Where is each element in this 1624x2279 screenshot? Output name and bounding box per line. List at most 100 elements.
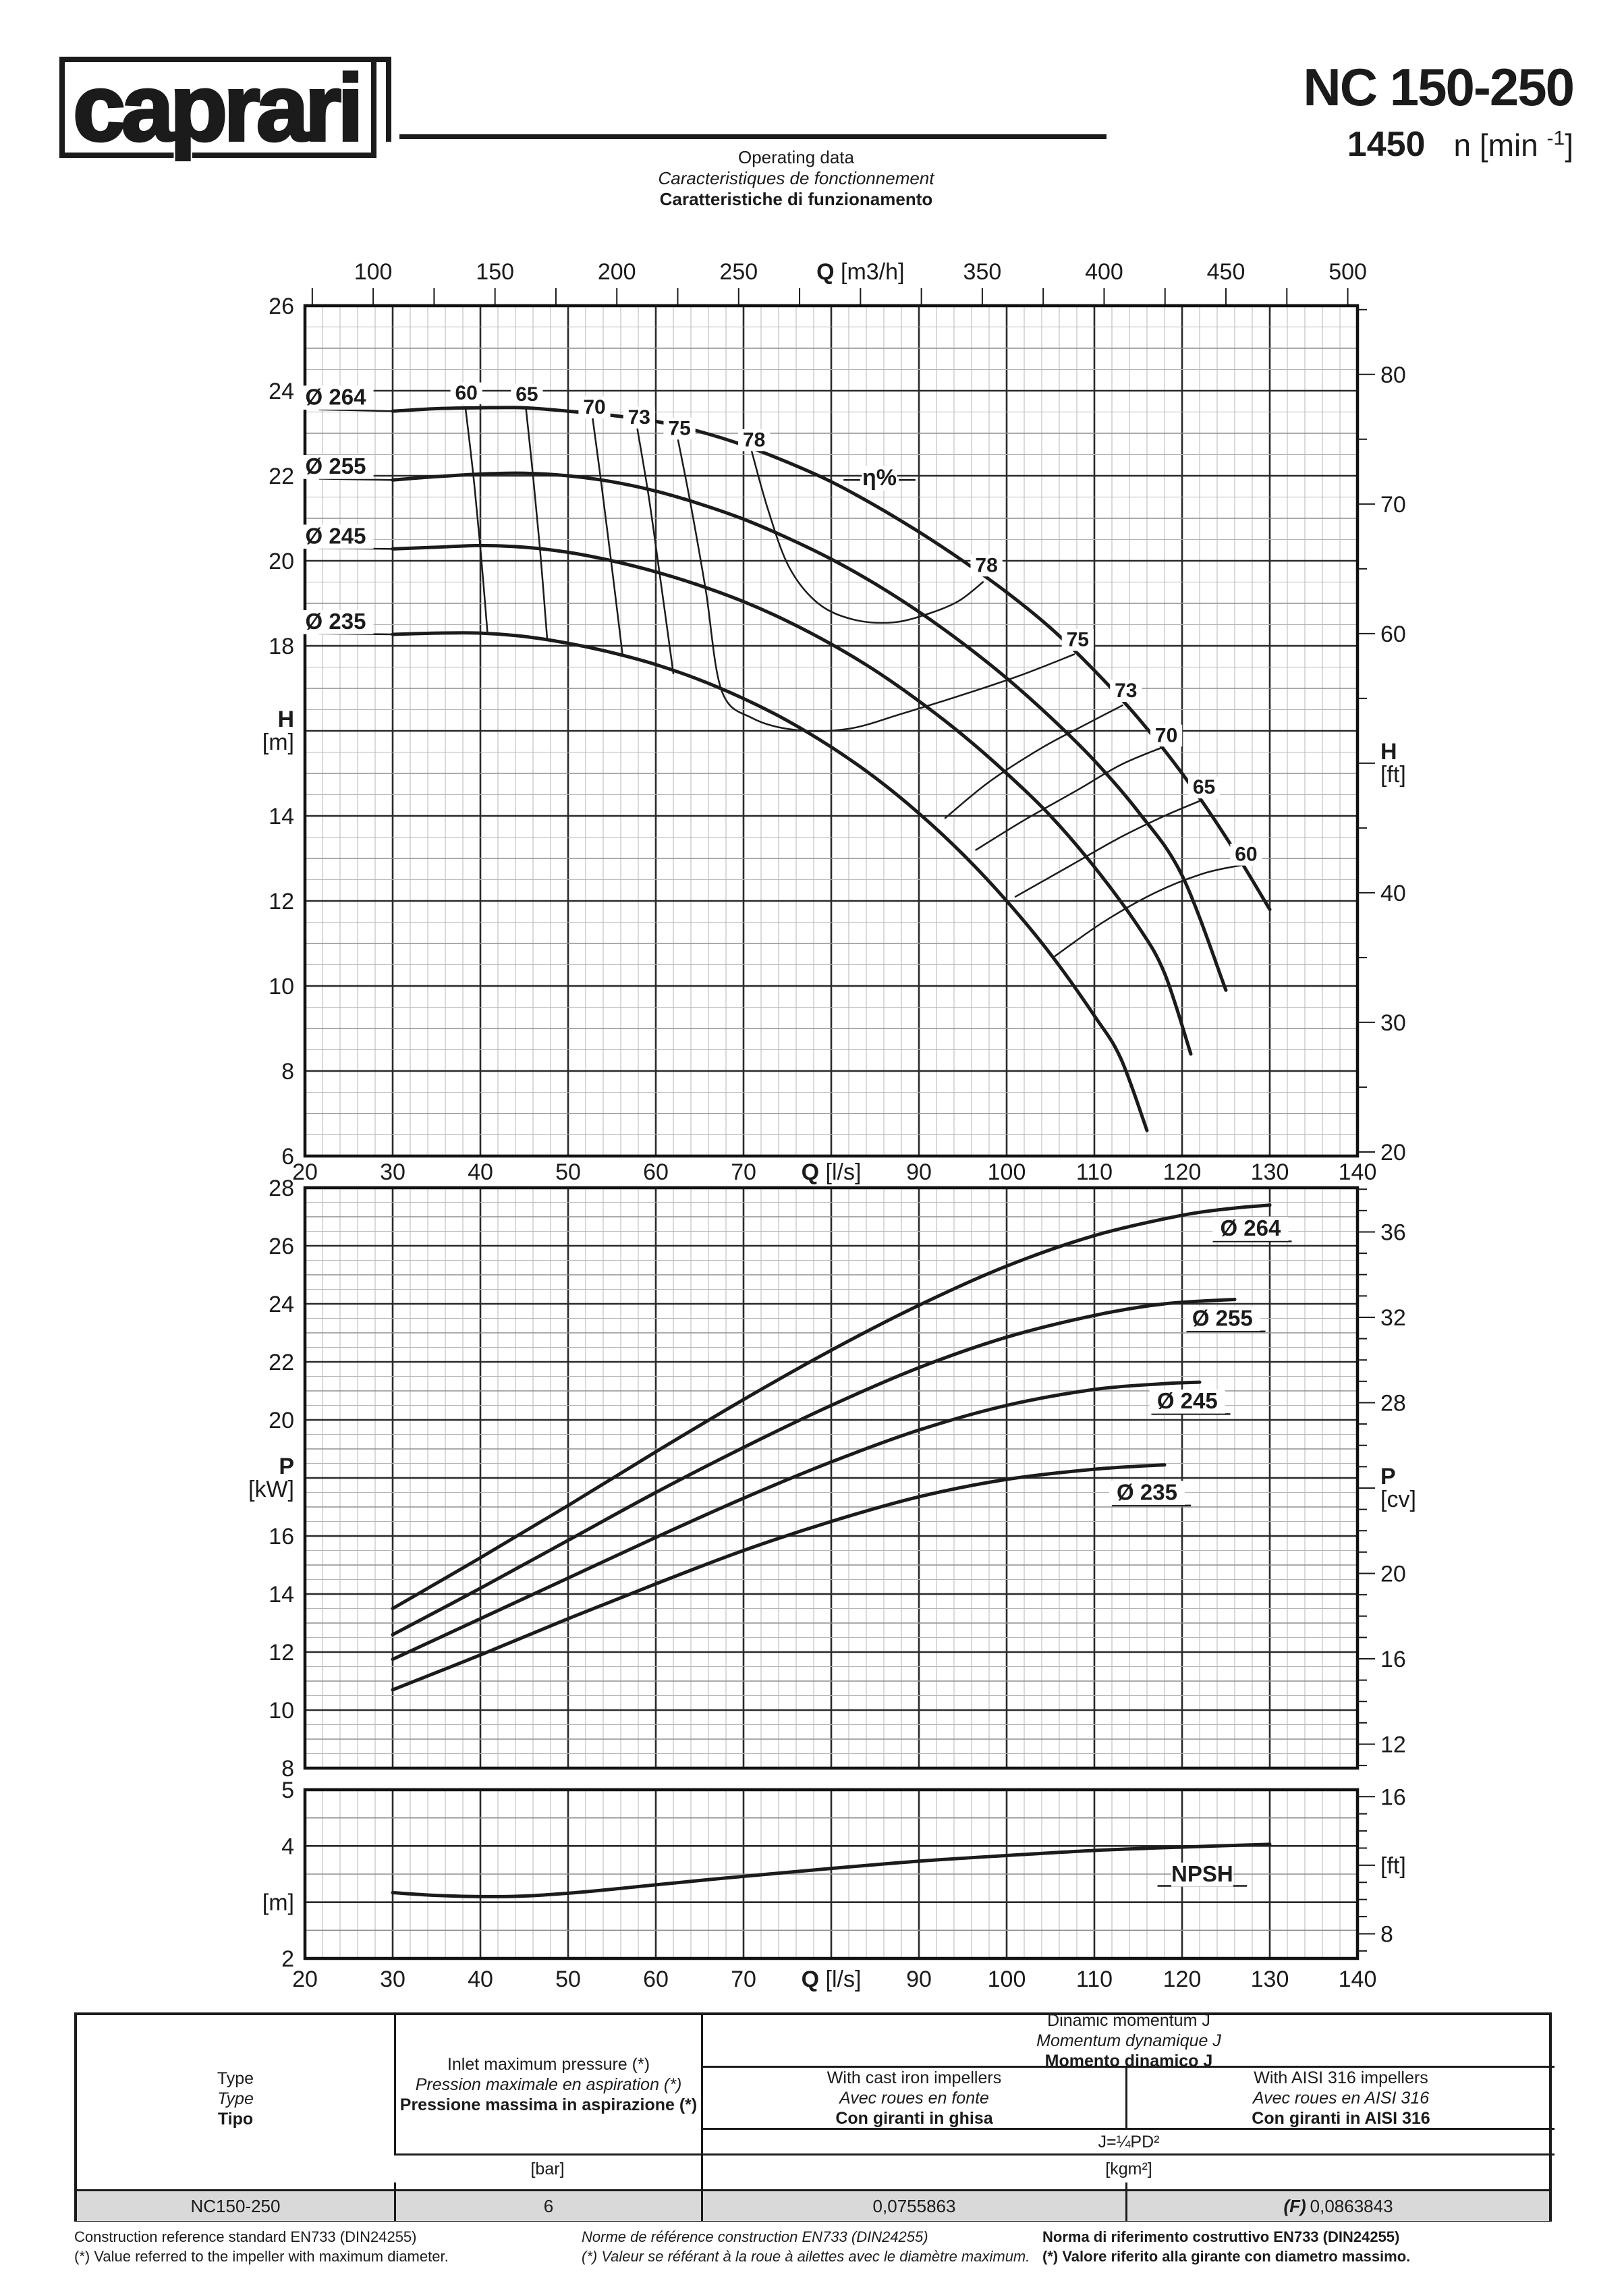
- power-right-tick-label: 32: [1380, 1305, 1406, 1331]
- efficiency-line-70: [975, 746, 1163, 851]
- head-curve-264: [391, 406, 1272, 912]
- head-y-tick-label: 20: [269, 549, 294, 574]
- efficiency-line-73: [636, 428, 675, 675]
- curve-label-235: Ø 235: [306, 609, 366, 634]
- power-y-tick-label: 8: [281, 1756, 294, 1782]
- head-y-tick-label: 26: [269, 294, 294, 319]
- head-right-tick-label: 40: [1380, 881, 1406, 906]
- q-tick-label: 120: [1163, 1159, 1202, 1185]
- head-right-unit: H: [1380, 739, 1397, 765]
- power-right-unit: P: [1380, 1464, 1396, 1489]
- head-y-unit: [m]: [262, 730, 294, 755]
- label-backdrop: [1109, 1481, 1185, 1506]
- efficiency-label-75: 75: [668, 417, 690, 439]
- head-curve-245: [391, 543, 1193, 1056]
- efficiency-label-60: 60: [1235, 844, 1257, 866]
- bar-unit-cell: [bar]: [530, 2160, 565, 2178]
- power-right-unit: [cv]: [1380, 1487, 1416, 1512]
- momentum-formula-cell: J=¼PD²: [701, 2130, 1555, 2153]
- m3h-tick-label: 200: [598, 259, 636, 285]
- q-tick-label: 100: [988, 1159, 1026, 1185]
- inlet-pressure-value: 6: [394, 2191, 701, 2221]
- label-backdrop: [1171, 1862, 1233, 1887]
- npsh-y-tick-label: 2: [281, 1946, 294, 1972]
- label-backdrop: [623, 406, 655, 429]
- q-tick-label: 30: [380, 1967, 405, 1992]
- footnote-fr: Norme de référence construction EN733 (D…: [582, 2228, 1030, 2265]
- power-curve-264: [391, 1203, 1272, 1610]
- power-y-tick-label: 24: [269, 1292, 294, 1317]
- efficiency-line-60: [1054, 864, 1245, 958]
- power-curve-235: [391, 1463, 1167, 1692]
- head-y-tick-label: 14: [269, 804, 294, 829]
- efficiency-label-60: 60: [455, 382, 478, 404]
- power-y-tick-label: 10: [269, 1698, 294, 1724]
- power-y-tick-label: 28: [269, 1176, 294, 1201]
- caprari-logo-text: caprari: [72, 55, 365, 161]
- curve-label-245: Ø 245: [1157, 1388, 1218, 1413]
- head-right-tick-label: 30: [1380, 1010, 1406, 1036]
- power-y-unit: P: [279, 1454, 294, 1479]
- npsh-right-unit: [ft]: [1380, 1853, 1406, 1879]
- q-tick-label: 40: [468, 1159, 493, 1185]
- label-backdrop: [1212, 1217, 1289, 1241]
- efficiency-line-65: [525, 408, 549, 638]
- q-tick-label: 120: [1163, 1967, 1202, 1992]
- type-header-cell: Type Type Tipo: [217, 2069, 254, 2129]
- q-tick-label: 90: [906, 1967, 932, 1992]
- head-y-tick-label: 24: [269, 379, 294, 404]
- npsh-right-tick-label: 8: [1380, 1921, 1393, 1947]
- label-backdrop: [663, 417, 696, 440]
- power-right-tick-label: 12: [1380, 1732, 1406, 1757]
- curve-label-underline: [318, 547, 392, 550]
- curve-label-245: Ø 245: [306, 523, 366, 548]
- q-tick-label: 140: [1339, 1159, 1377, 1185]
- label-backdrop: [298, 385, 374, 410]
- speed-unit-prefix: n [min: [1453, 128, 1547, 163]
- efficiency-label-70: 70: [583, 396, 605, 418]
- efficiency-line-70: [592, 417, 623, 655]
- power-right-tick-label: 28: [1380, 1390, 1406, 1416]
- q-tick-label: 60: [643, 1967, 669, 1992]
- m3h-tick-label: 500: [1328, 259, 1367, 285]
- aisi-momentum-value: (F) 0,0863843: [1125, 2191, 1549, 2221]
- eta-percent-label: η%: [862, 465, 897, 491]
- npsh-frame: [303, 1788, 1360, 1960]
- label-backdrop: [298, 455, 374, 479]
- efficiency-label-73: 73: [628, 406, 650, 429]
- head-y-tick-label: 22: [269, 464, 294, 489]
- label-backdrop: [298, 610, 374, 634]
- m3h-tick-label: 450: [1207, 259, 1245, 285]
- efficiency-label-65: 65: [515, 383, 538, 406]
- m3h-tick-label: 350: [963, 259, 1002, 285]
- efficiency-label-78: 78: [743, 429, 765, 451]
- power-right-tick-label: 36: [1380, 1219, 1406, 1245]
- power-y-tick-label: 26: [269, 1234, 294, 1259]
- power-frame: [303, 1186, 1360, 1770]
- head-y-tick-label: 18: [269, 634, 294, 659]
- pump-model-title: NC 150-250: [1303, 57, 1575, 117]
- npsh-y-unit: [m]: [262, 1890, 294, 1916]
- divider: [394, 2182, 396, 2189]
- subtitle-en: Operating data: [737, 147, 854, 167]
- q-tick-label: 110: [1076, 1967, 1113, 1992]
- efficiency-line-60: [464, 406, 488, 633]
- momentum-header-cell: Dinamic momentum J Momentum dynamique J …: [701, 2011, 1555, 2070]
- efficiency-line-75: [677, 437, 1075, 732]
- efficiency-label-75: 75: [1067, 629, 1089, 651]
- curve-label-255: Ø 255: [1192, 1306, 1253, 1331]
- units-row-divider: [394, 2153, 1555, 2156]
- label-backdrop: [1187, 776, 1221, 799]
- label-backdrop: [862, 466, 897, 491]
- q-tick-label: 100: [988, 1967, 1026, 1992]
- npsh-y-tick-label: 5: [281, 1778, 294, 1803]
- q-tick-label: 130: [1251, 1967, 1289, 1992]
- cast-iron-header-cell: With cast iron impellers Avec roues en f…: [701, 2068, 1125, 2130]
- npsh-curve-NPSH: [391, 1842, 1272, 1898]
- m3h-tick-label: 100: [354, 259, 393, 285]
- aisi-header-cell: With AISI 316 impellers Avec roues en AI…: [1125, 2068, 1555, 2130]
- label-backdrop: [1110, 680, 1142, 703]
- npsh-right-tick-label: 16: [1380, 1784, 1406, 1810]
